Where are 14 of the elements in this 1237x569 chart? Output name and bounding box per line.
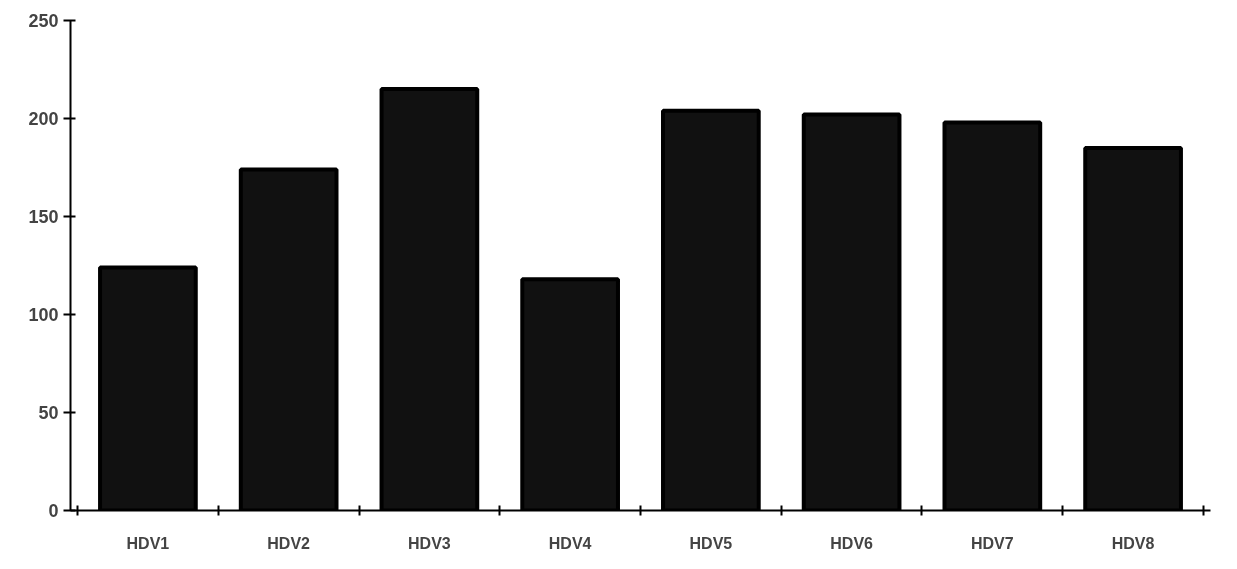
x-tick-label: HDV5 <box>689 534 733 552</box>
y-tick-label: 100 <box>28 305 59 325</box>
y-tick-label: 200 <box>28 109 59 129</box>
y-tick-label: 250 <box>28 11 59 31</box>
x-tick-label: HDV8 <box>1111 534 1155 552</box>
x-tick-label: HDV7 <box>971 534 1014 552</box>
x-tick-label: HDV2 <box>267 534 311 552</box>
y-tick-label: 0 <box>48 501 59 521</box>
y-tick-label: 50 <box>38 403 59 423</box>
y-tick-label: 150 <box>28 207 59 227</box>
x-tick-label: HDV1 <box>126 534 170 552</box>
x-tick-label: HDV6 <box>830 534 874 552</box>
x-tick-label: HDV3 <box>408 534 451 552</box>
x-tick-label: HDV4 <box>548 534 592 552</box>
